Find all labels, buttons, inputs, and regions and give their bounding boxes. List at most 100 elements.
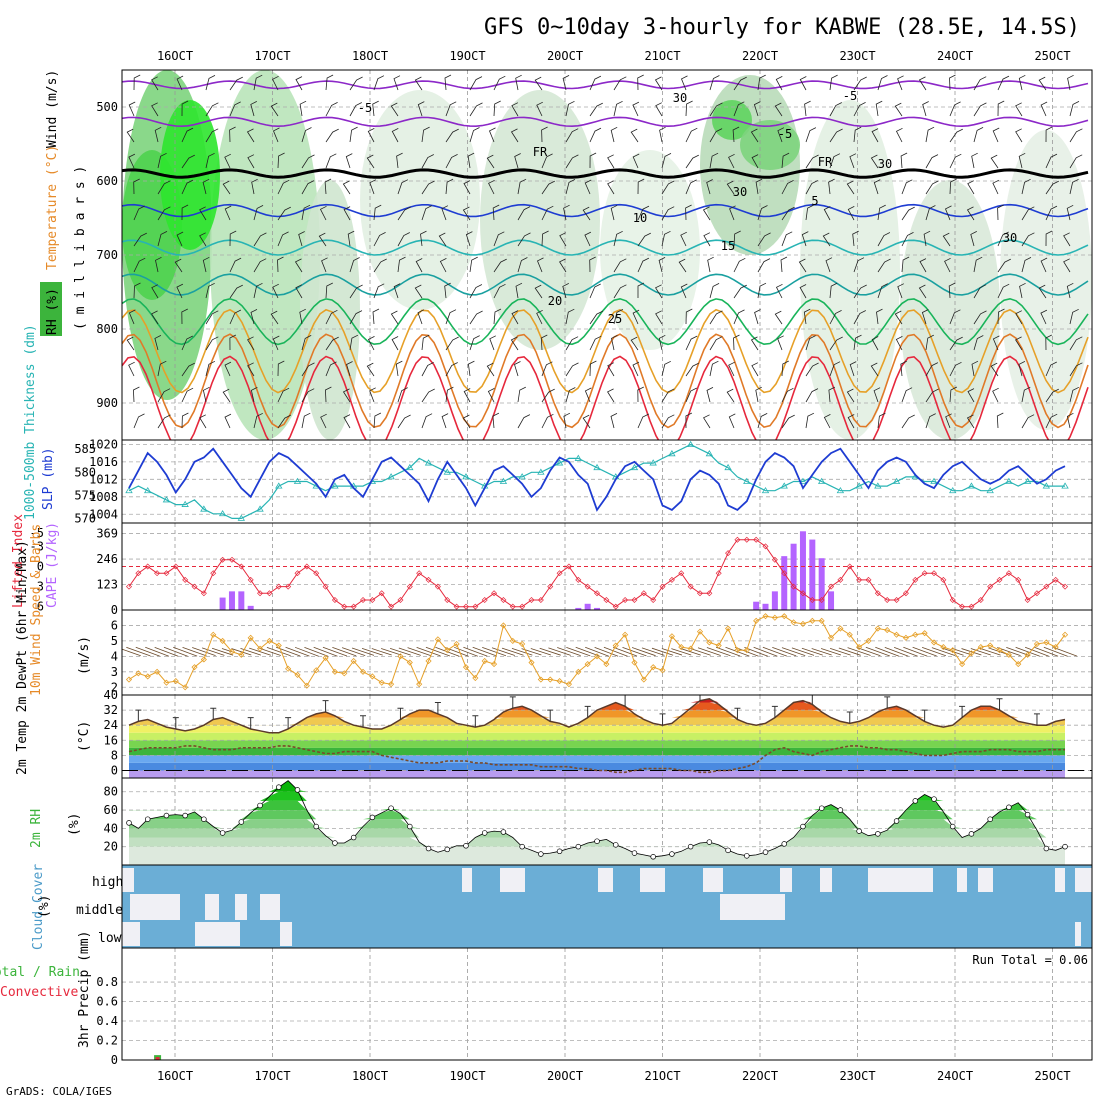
wind-marker (593, 653, 601, 660)
wind-marker (790, 619, 797, 626)
li-marker (846, 563, 853, 570)
wind-barb (918, 76, 927, 91)
wind-barb (493, 75, 506, 91)
wind-barb (517, 257, 528, 273)
wind-barb (559, 258, 567, 273)
temperature-contour (122, 273, 1089, 296)
wind-barb (780, 256, 788, 273)
wind-barb (678, 258, 687, 273)
wind-barb (445, 154, 458, 169)
axis-tick-label: 600 (96, 174, 118, 188)
wind-barb (563, 412, 571, 429)
wind-barb (246, 128, 255, 143)
thickness-marker (817, 477, 826, 484)
wind-marker (1015, 661, 1022, 668)
wind-barb (224, 153, 231, 169)
rh-marker (725, 847, 731, 854)
wind-barb (1045, 334, 1052, 351)
wind-barb (1038, 76, 1047, 91)
cape-bar (238, 591, 245, 610)
wind-marker (350, 657, 357, 665)
wind-barb (421, 362, 434, 377)
wind-barb (637, 205, 650, 221)
wind-barb (151, 310, 159, 325)
wind-barb (325, 282, 333, 299)
dewpoint-line (128, 745, 1065, 774)
li-marker (893, 596, 900, 603)
surface-wind-barb (594, 646, 619, 657)
rh-marker (968, 831, 975, 837)
wind-barb (128, 361, 135, 377)
wind-barb (345, 153, 353, 169)
wind-barb (1063, 232, 1071, 247)
wind-barb (944, 257, 951, 273)
date-tick-top: 17OCT (254, 49, 290, 63)
wind-barb (318, 232, 327, 247)
surface-wind-barb (539, 647, 561, 656)
wind-barb (301, 127, 312, 143)
wind-barb (877, 283, 888, 299)
wind-marker (622, 631, 629, 638)
wind-barb (224, 361, 232, 377)
wind-marker (668, 633, 675, 640)
wind-barb (607, 362, 615, 377)
wind-barb (1069, 178, 1079, 195)
temperature-band (129, 747, 1065, 756)
wind-barb (298, 231, 305, 247)
wind-barb (829, 361, 841, 377)
rh-marker (1062, 843, 1068, 850)
temperature-band (129, 717, 1065, 726)
surface-wind-barb (781, 647, 806, 656)
wind-barb (349, 126, 358, 143)
wind-marker (519, 640, 526, 648)
li-marker (594, 590, 601, 597)
surface-wind-barb (501, 647, 524, 656)
wind-barb (1045, 153, 1058, 169)
minmax-bar (622, 695, 629, 707)
contour-label: 20 (548, 294, 562, 308)
li-marker (135, 570, 142, 577)
wind-barb (343, 206, 351, 221)
cloud-gap (122, 868, 134, 892)
wind-marker (603, 661, 610, 668)
wind-barb (488, 127, 496, 143)
axis-tick-label: 900 (96, 396, 118, 410)
wind-barb (181, 127, 194, 143)
precip-convective-label: Convective (0, 985, 78, 1000)
wind-barb (584, 387, 592, 403)
wind-barb (1021, 178, 1031, 195)
rh-marker (238, 819, 245, 825)
wind-barb (325, 361, 337, 377)
wind-marker (612, 642, 619, 649)
wind-barb (1069, 308, 1079, 325)
wind-barb (942, 232, 951, 247)
li-marker (1015, 576, 1022, 583)
wind-marker (1033, 640, 1041, 648)
surface-wind-barb (603, 646, 628, 657)
li-marker (434, 583, 441, 590)
wind-barb (781, 152, 790, 169)
wind-barb (1021, 414, 1035, 429)
wind-marker (172, 678, 179, 685)
wind-barb (199, 232, 207, 247)
wind-barb (438, 232, 447, 247)
cloud-gap (957, 868, 967, 892)
wind-marker (547, 676, 554, 683)
wind-barb (610, 204, 618, 221)
wind-barb (1040, 101, 1048, 117)
wind-barb (181, 387, 194, 403)
wind-barb (799, 284, 807, 299)
rh-marker (407, 823, 413, 830)
wind-barb (541, 180, 555, 195)
rh-marker (144, 816, 151, 822)
wind-barb (301, 412, 311, 429)
surface-wind-barb (829, 647, 851, 656)
li-marker (397, 596, 404, 603)
wind-barb (176, 75, 184, 91)
cloud-gap (205, 894, 219, 920)
wind-barb (373, 283, 385, 299)
minmax-bar (996, 698, 1003, 711)
cape-bar (594, 607, 601, 610)
surface-wind-barb (1015, 646, 1040, 657)
wind-marker (799, 620, 807, 627)
